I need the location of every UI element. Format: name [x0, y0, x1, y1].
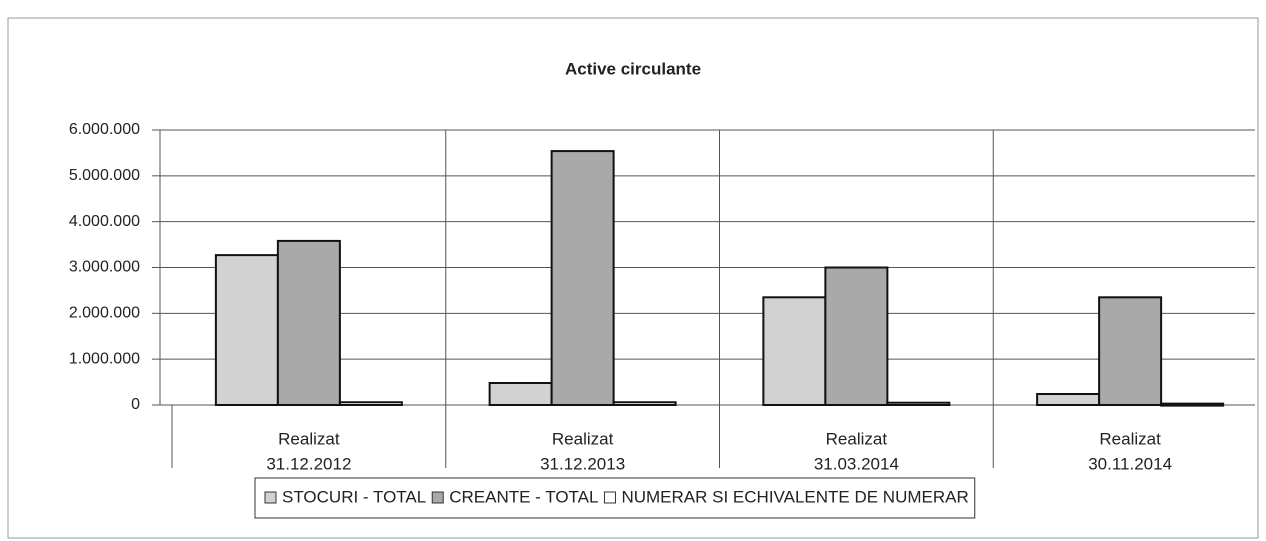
legend: STOCURI - TOTAL CREANTE - TOTAL NUMERAR SI… [254, 477, 976, 519]
y-tick-label: 1.000.000 [69, 350, 140, 367]
y-tick-label: 6.000.000 [69, 121, 140, 138]
bar [612, 401, 677, 406]
y-tick-label: 2.000.000 [69, 305, 140, 322]
x-tick-label: Realizat [1099, 429, 1161, 448]
bar [1160, 402, 1225, 407]
x-tick-label: Realizat [552, 429, 614, 448]
bar [338, 401, 403, 406]
y-tick-label: 5.000.000 [69, 167, 140, 184]
chart-title: Active circulante [565, 59, 701, 78]
y-tick-label: 0 [131, 396, 140, 413]
x-tick-label: 30.11.2014 [1088, 454, 1172, 473]
bar [762, 296, 827, 406]
x-tick-label: 31.12.2013 [540, 454, 625, 473]
legend-label: CREANTE - TOTAL [449, 487, 598, 506]
legend-swatch [603, 491, 616, 504]
legend-label: NUMERAR SI ECHIVALENTE DE NUMERAR [621, 487, 968, 506]
chart-border [7, 17, 1259, 539]
x-tick-label: 31.12.2012 [266, 454, 351, 473]
bar [214, 254, 279, 406]
bar [1098, 296, 1163, 406]
y-tick-label: 4.000.000 [69, 213, 140, 230]
legend-label: STOCURI - TOTAL [282, 487, 426, 506]
y-tick-label: 3.000.000 [69, 259, 140, 276]
bar [824, 266, 889, 406]
bar [488, 382, 553, 406]
bar [276, 239, 341, 406]
legend-swatch [264, 491, 277, 504]
x-tick-label: Realizat [826, 429, 888, 448]
x-tick-label: 31.03.2014 [814, 454, 899, 473]
bar [550, 150, 615, 406]
x-tick-label: Realizat [278, 429, 340, 448]
legend-swatch [431, 491, 444, 504]
bar [1036, 393, 1101, 406]
bar [886, 401, 951, 407]
